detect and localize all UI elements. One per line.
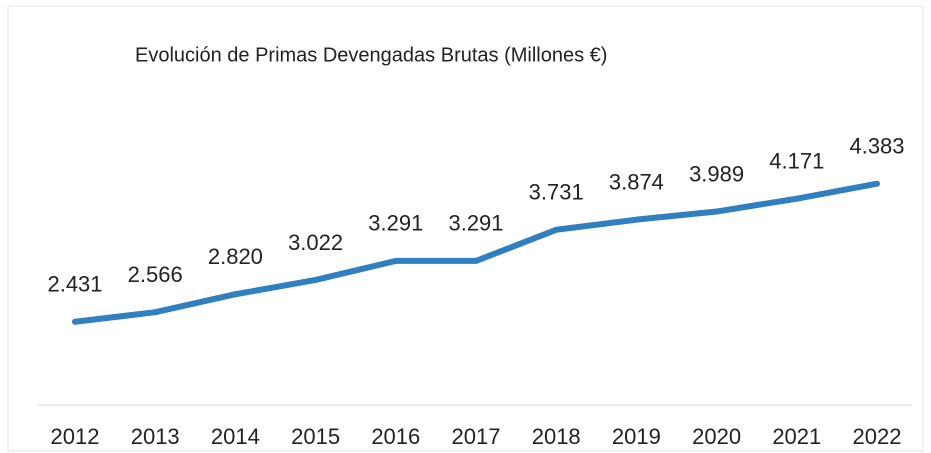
data-label: 2.820 xyxy=(208,244,263,269)
data-label: 3.874 xyxy=(609,169,664,194)
data-label: 3.989 xyxy=(689,161,744,186)
x-tick-label: 2022 xyxy=(853,424,902,449)
data-label: 4.171 xyxy=(769,148,824,173)
x-tick-label: 2020 xyxy=(692,424,741,449)
data-label: 4.383 xyxy=(849,133,904,158)
x-tick-label: 2019 xyxy=(612,424,661,449)
data-line xyxy=(72,180,880,325)
x-tick-label: 2015 xyxy=(291,424,340,449)
data-label: 3.022 xyxy=(288,230,343,255)
x-tick-label: 2018 xyxy=(532,424,581,449)
data-label: 3.291 xyxy=(368,211,423,236)
x-tick-label: 2014 xyxy=(211,424,260,449)
x-tick-label: 2016 xyxy=(371,424,420,449)
data-label: 3.291 xyxy=(448,211,503,236)
x-tick-label: 2012 xyxy=(51,424,100,449)
data-label: 2.431 xyxy=(47,272,102,297)
chart-frame xyxy=(7,5,924,452)
x-tick-label: 2021 xyxy=(772,424,821,449)
data-label: 2.566 xyxy=(128,262,183,287)
x-tick-label: 2017 xyxy=(452,424,501,449)
data-label: 3.731 xyxy=(529,180,584,205)
chart-title: Evolución de Primas Devengadas Brutas (M… xyxy=(135,44,607,66)
x-tick-label: 2013 xyxy=(131,424,180,449)
